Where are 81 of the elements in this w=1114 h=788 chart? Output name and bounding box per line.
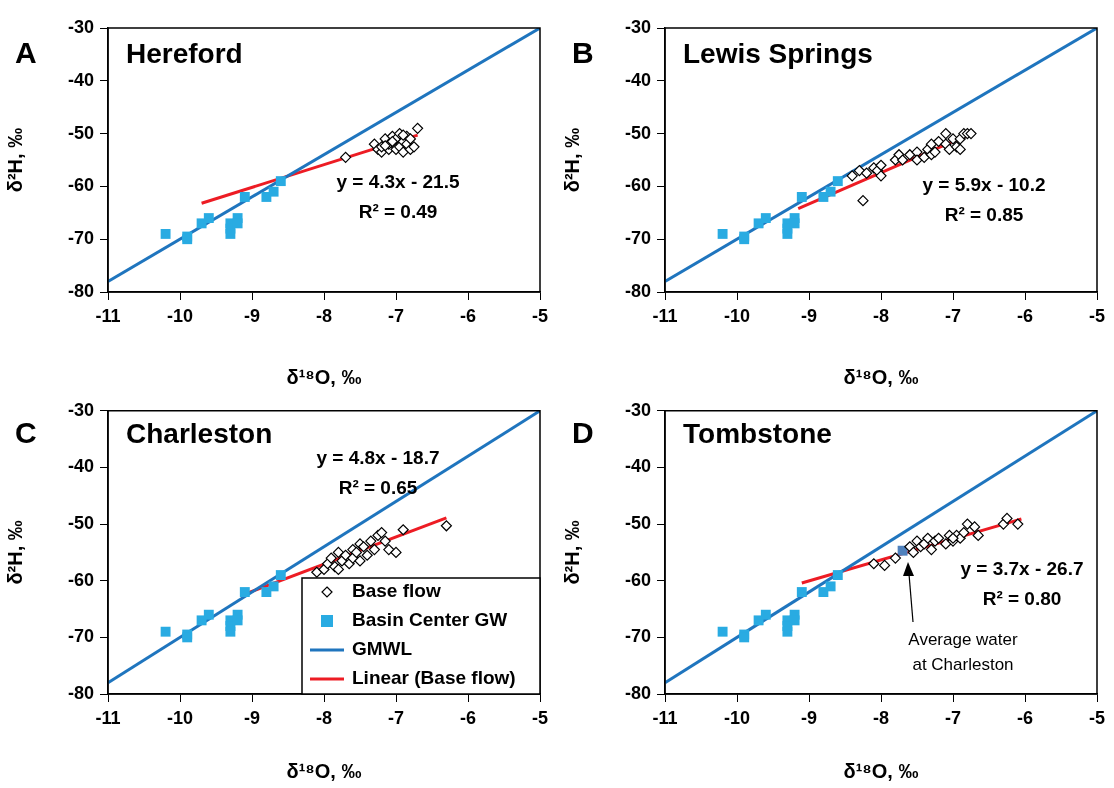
x-tick-label: -9 [243,707,261,728]
chart-title: Lewis Springs [683,37,873,69]
x-tick-label: -7 [944,305,962,326]
x-tick-label: -10 [723,707,751,728]
chart-title: Tombstone [683,417,832,449]
x-tick-label: -6 [459,305,477,326]
y-tick-label: -80 [67,682,94,703]
y-tick-label: -70 [67,228,94,249]
y-tick-label: -40 [624,69,651,90]
x-tick-label: -9 [243,305,261,326]
x-tick-label: -8 [315,707,333,728]
x-tick-label: -7 [944,707,962,728]
y-tick-label: -50 [67,513,94,534]
x-tick-label: -5 [531,707,549,728]
y-tick-label: -60 [624,175,651,196]
y-axis-title: δ²H, ‰ [3,127,26,193]
y-tick-label: -40 [67,456,94,477]
text: C [15,416,37,450]
annotation: y = 4.8x - 18.7 [316,447,440,469]
y-tick-label: -40 [624,456,651,477]
x-tick-label: -11 [95,305,121,326]
x-tick-label: -10 [723,305,751,326]
annotation: y = 5.9x - 10.2 [922,174,1046,196]
y-tick-label: -80 [67,280,94,301]
x-tick-label: -8 [872,707,890,728]
y-tick-label: -70 [624,626,651,647]
y-tick-label: -70 [624,228,651,249]
text: A [15,36,37,70]
legend-label: Basin Center GW [352,609,508,631]
legend-label: Base flow [352,580,441,602]
x-tick-label: -9 [800,707,818,728]
y-tick-label: -30 [67,16,94,37]
annotation: R² = 0.85 [944,204,1024,226]
y-tick-label: -60 [67,569,94,590]
annotation: R² = 0.80 [982,588,1062,610]
y-tick-label: -40 [67,69,94,90]
annotation: y = 4.3x - 21.5 [336,171,460,193]
x-axis-title: δ¹⁸O, ‰ [843,365,919,388]
x-tick-label: -10 [166,305,194,326]
legend-label: GMWL [352,638,413,660]
y-axis-title: δ²H, ‰ [3,520,26,585]
x-tick-label: -8 [872,305,890,326]
x-axis-title: δ¹⁸O, ‰ [843,759,919,782]
y-tick-label: -70 [67,626,94,647]
x-axis-title: δ¹⁸O, ‰ [286,759,362,782]
chart-title: Charleston [126,417,273,449]
y-tick-label: -50 [624,513,651,534]
x-tick-label: -11 [652,305,678,326]
x-tick-label: -6 [1016,707,1034,728]
y-tick-label: -80 [624,280,651,301]
x-tick-label: -11 [652,707,678,728]
y-tick-label: -60 [67,175,94,196]
annotation: y = 3.7x - 26.7 [960,558,1084,580]
y-tick-label: -60 [624,569,651,590]
x-tick-label: -11 [95,707,121,728]
annotation: R² = 0.65 [338,477,418,499]
x-tick-label: -5 [1088,707,1106,728]
text: B [572,36,594,70]
y-tick-label: -30 [624,16,651,37]
legend-label: Linear (Base flow) [352,667,516,689]
text: D [572,416,594,450]
chart-title: Hereford [126,37,243,69]
y-axis-title: δ²H, ‰ [560,127,583,193]
x-tick-label: -10 [166,707,194,728]
x-tick-label: -8 [315,305,333,326]
y-tick-label: -50 [624,122,651,143]
annotation: R² = 0.49 [358,201,438,223]
x-tick-label: -9 [800,305,818,326]
x-axis-title: δ¹⁸O, ‰ [286,365,362,388]
x-tick-label: -6 [1016,305,1034,326]
annotation: Average water at Charleston [908,629,1018,674]
x-tick-label: -6 [459,707,477,728]
y-axis-title: δ²H, ‰ [560,520,583,585]
y-tick-label: -30 [67,399,94,420]
y-tick-label: -50 [67,122,94,143]
y-tick-label: -80 [624,682,651,703]
x-tick-label: -5 [531,305,549,326]
x-tick-label: -7 [387,305,405,326]
x-tick-label: -5 [1088,305,1106,326]
y-tick-label: -30 [624,399,651,420]
x-tick-label: -7 [387,707,405,728]
